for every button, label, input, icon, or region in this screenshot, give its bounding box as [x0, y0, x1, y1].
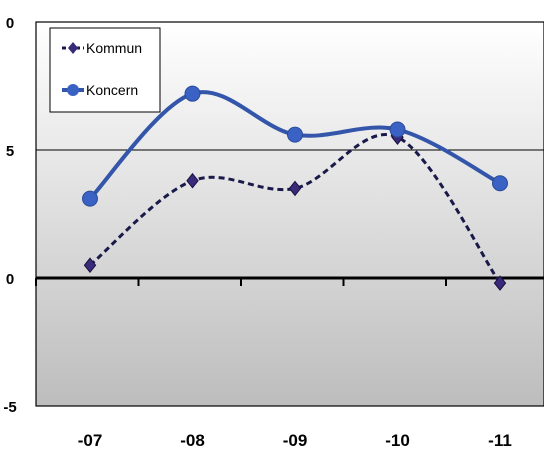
y-tick-label: 0: [6, 271, 14, 288]
data-point-kommun: [83, 257, 97, 274]
x-tick-label: -11: [488, 431, 512, 450]
x-axis-ticks: -07 -08 -09 -10 -11: [78, 431, 512, 450]
legend: Kommun Koncern: [49, 27, 161, 113]
x-tick-label: -09: [283, 431, 308, 450]
data-point-kommun: [288, 180, 302, 197]
legend-marker-kommun: [68, 42, 78, 54]
legend-marker-koncern: [67, 84, 79, 96]
x-tick-label: -10: [385, 431, 410, 450]
series-kommun: [83, 129, 507, 291]
data-point-kommun: [493, 275, 507, 291]
data-point-koncern: [82, 190, 98, 207]
y-axis-ticks: -5 0 5 0: [3, 15, 16, 416]
data-point-koncern: [492, 175, 508, 192]
legend-entry-kommun: Kommun: [62, 40, 142, 56]
legend-box: [49, 27, 161, 113]
y-tick-label: 0: [6, 15, 14, 32]
series-koncern: [82, 85, 508, 207]
x-tick-label: -07: [78, 431, 103, 450]
series-group: [82, 85, 508, 291]
data-point-kommun: [186, 172, 199, 189]
data-point-koncern: [287, 126, 303, 143]
data-point-koncern: [184, 85, 201, 102]
gridlines: [35, 149, 544, 286]
y-tick-label: -5: [3, 399, 16, 416]
legend-label-koncern: Koncern: [86, 82, 138, 98]
legend-entry-koncern: Koncern: [62, 82, 138, 98]
legend-label-kommun: Kommun: [86, 40, 142, 56]
y-tick-label: 5: [6, 143, 14, 160]
data-point-koncern: [389, 121, 406, 138]
x-tick-label: -08: [180, 431, 205, 450]
